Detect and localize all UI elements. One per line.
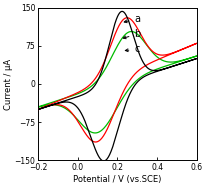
Text: b: b [123,29,140,39]
X-axis label: Potential / V (vs.SCE): Potential / V (vs.SCE) [73,175,161,184]
Text: a: a [124,14,140,24]
Y-axis label: Current / μA: Current / μA [4,58,13,110]
Text: c: c [125,44,139,54]
